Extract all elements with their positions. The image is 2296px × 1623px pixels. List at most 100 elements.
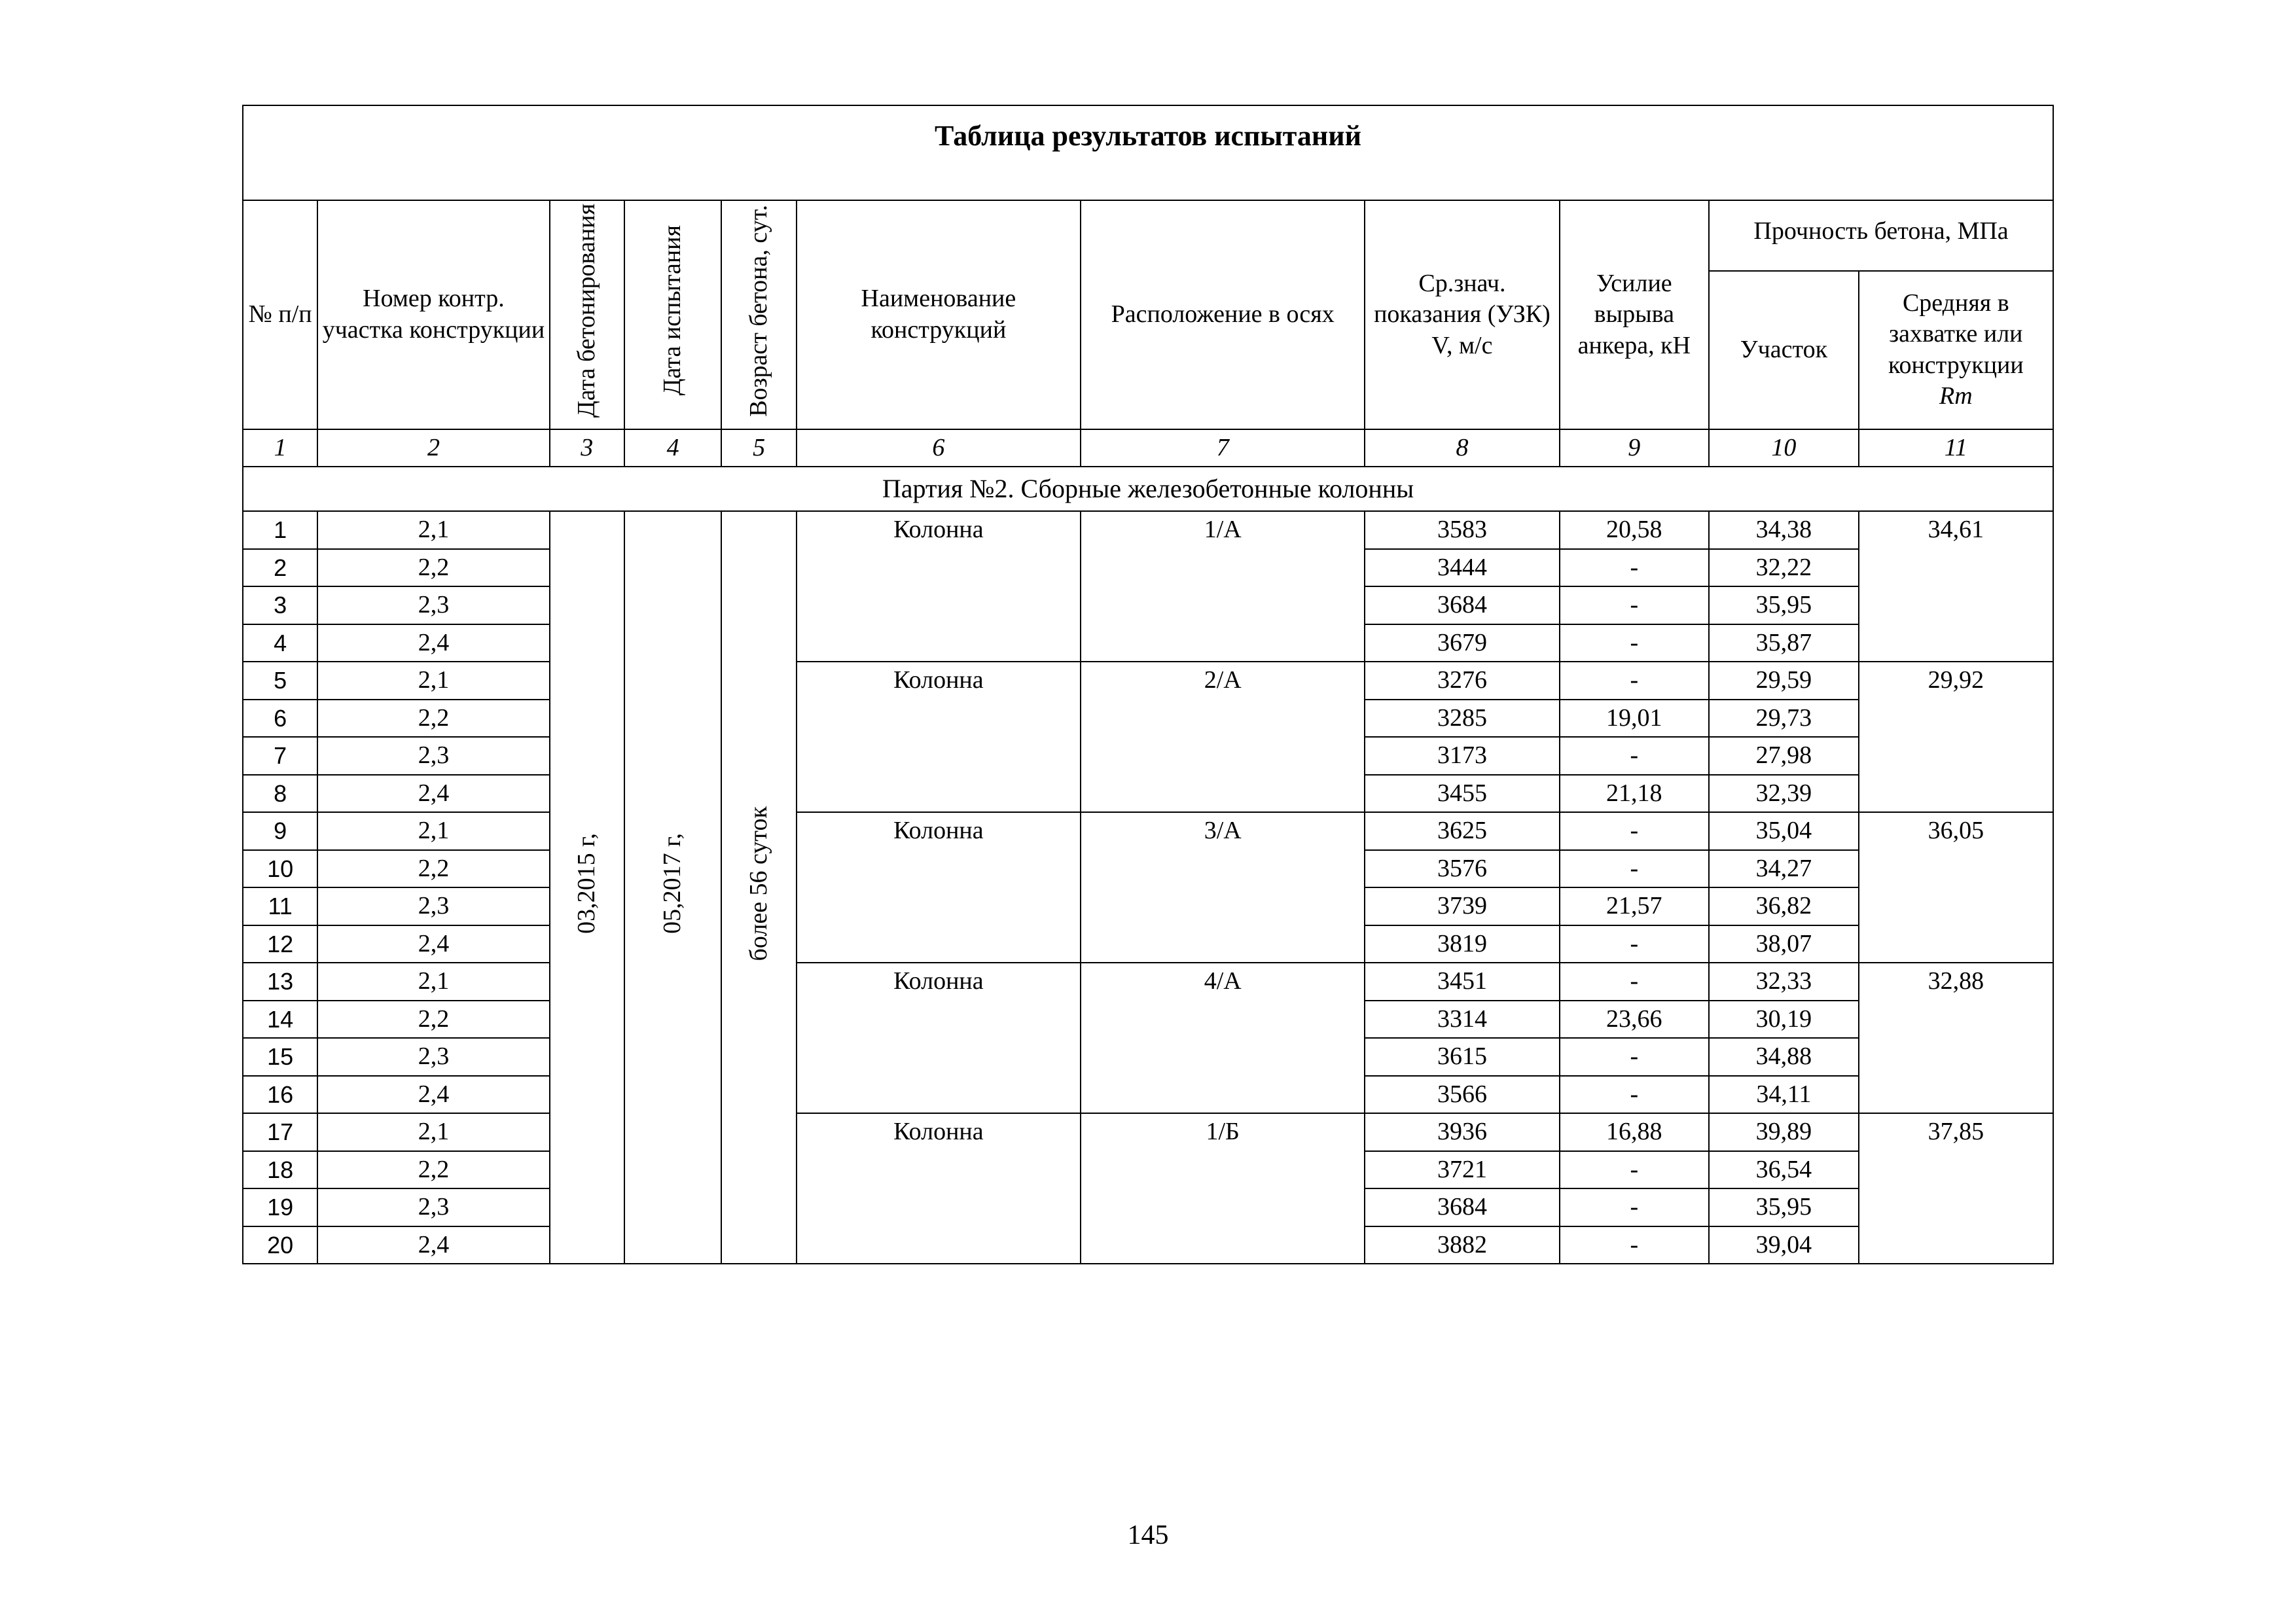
anchor-force: - (1560, 586, 1710, 624)
row-index: 6 (243, 700, 317, 738)
colnum-4: 4 (624, 429, 722, 467)
row-section-number: 2,1 (317, 662, 549, 700)
row-section-number: 2,4 (317, 775, 549, 813)
axis-location: 2/А (1081, 662, 1365, 812)
row-section-number: 2,2 (317, 1001, 549, 1039)
row-index: 18 (243, 1151, 317, 1189)
row-section-number: 2,4 (317, 1076, 549, 1114)
axis-location: 4/А (1081, 963, 1365, 1113)
row-section-number: 2,1 (317, 1113, 549, 1151)
anchor-force: - (1560, 1151, 1710, 1189)
colnum-10: 10 (1709, 429, 1859, 467)
anchor-force: 16,88 (1560, 1113, 1710, 1151)
strength-section: 32,33 (1709, 963, 1859, 1001)
concrete-age: более 56 суток (721, 511, 796, 1264)
strength-section: 35,04 (1709, 812, 1859, 850)
section-title: Партия №2. Сборные железобетонные колонн… (243, 467, 2053, 511)
row-section-number: 2,1 (317, 812, 549, 850)
row-section-number: 2,3 (317, 586, 549, 624)
header-row-1: № п/п Номер контр. участка конструкции Д… (243, 200, 2053, 271)
anchor-force: - (1560, 1038, 1710, 1076)
page-number: 145 (0, 1520, 2296, 1551)
column-numbers-row: 1 2 3 4 5 6 7 8 9 10 11 (243, 429, 2053, 467)
strength-section: 35,87 (1709, 624, 1859, 662)
strength-section: 32,22 (1709, 549, 1859, 587)
row-section-number: 2,3 (317, 737, 549, 775)
col-header-5-text: Возраст бетона, сут. (744, 205, 775, 417)
row-section-number: 2,2 (317, 700, 549, 738)
strength-section: 38,07 (1709, 925, 1859, 963)
table-row: 52,1Колонна2/А3276-29,5929,92 (243, 662, 2053, 700)
table-row: 132,1Колонна4/А3451-32,3332,88 (243, 963, 2053, 1001)
anchor-force: - (1560, 737, 1710, 775)
strength-section: 35,95 (1709, 586, 1859, 624)
anchor-force: 20,58 (1560, 511, 1710, 549)
table-row: 172,1Колонна1/Б393616,8839,8937,85 (243, 1113, 2053, 1151)
table-title-row: Таблица результатов испытаний (243, 105, 2053, 200)
row-section-number: 2,4 (317, 624, 549, 662)
strength-section: 34,38 (1709, 511, 1859, 549)
row-index: 1 (243, 511, 317, 549)
uzk-value: 3679 (1365, 624, 1559, 662)
row-section-number: 2,2 (317, 850, 549, 888)
uzk-value: 3615 (1365, 1038, 1559, 1076)
uzk-value: 3576 (1365, 850, 1559, 888)
anchor-force: - (1560, 1076, 1710, 1114)
row-index: 2 (243, 549, 317, 587)
col-header-7: Расположение в осях (1081, 200, 1365, 429)
anchor-force: 21,18 (1560, 775, 1710, 813)
colnum-7: 7 (1081, 429, 1365, 467)
row-index: 20 (243, 1226, 317, 1264)
col-header-9: Усилие вырыва анкера, кН (1560, 200, 1710, 429)
colnum-1: 1 (243, 429, 317, 467)
uzk-value: 3819 (1365, 925, 1559, 963)
strength-section: 29,73 (1709, 700, 1859, 738)
col-header-11: Средняя в захватке или конструкции Rm (1859, 271, 2053, 429)
results-table: Таблица результатов испытаний № п/п Номе… (242, 105, 2054, 1264)
row-section-number: 2,4 (317, 1226, 549, 1264)
row-index: 4 (243, 624, 317, 662)
construction-name: Колонна (797, 511, 1081, 662)
strength-section: 30,19 (1709, 1001, 1859, 1039)
row-index: 14 (243, 1001, 317, 1039)
strength-section: 39,04 (1709, 1226, 1859, 1264)
uzk-value: 3739 (1365, 887, 1559, 925)
strength-average: 32,88 (1859, 963, 2053, 1113)
colnum-2: 2 (317, 429, 549, 467)
colnum-3: 3 (550, 429, 624, 467)
strength-average: 37,85 (1859, 1113, 2053, 1264)
row-section-number: 2,3 (317, 1188, 549, 1226)
anchor-force: - (1560, 662, 1710, 700)
strength-average: 34,61 (1859, 511, 2053, 662)
anchor-force: - (1560, 812, 1710, 850)
anchor-force: - (1560, 1226, 1710, 1264)
col-header-11-a: Средняя в захватке или конструкции (1888, 289, 2024, 379)
anchor-force: - (1560, 624, 1710, 662)
row-index: 5 (243, 662, 317, 700)
row-section-number: 2,3 (317, 887, 549, 925)
strength-section: 36,82 (1709, 887, 1859, 925)
construction-name: Колонна (797, 1113, 1081, 1264)
uzk-value: 3625 (1365, 812, 1559, 850)
uzk-value: 3444 (1365, 549, 1559, 587)
section-row: Партия №2. Сборные железобетонные колонн… (243, 467, 2053, 511)
col-header-10-group: Прочность бетона, МПа (1709, 200, 2053, 271)
table-row: 12,103,2015 г,05,2017 г,более 56 сутокКо… (243, 511, 2053, 549)
col-header-4: Дата испытания (624, 200, 722, 429)
axis-location: 3/А (1081, 812, 1365, 963)
uzk-value: 3684 (1365, 1188, 1559, 1226)
uzk-value: 3583 (1365, 511, 1559, 549)
col-header-8: Ср.знач. показания (УЗК) V, м/с (1365, 200, 1559, 429)
anchor-force: 23,66 (1560, 1001, 1710, 1039)
col-header-11-b: Rm (1939, 382, 1973, 410)
row-index: 13 (243, 963, 317, 1001)
strength-section: 34,27 (1709, 850, 1859, 888)
construction-name: Колонна (797, 963, 1081, 1113)
colnum-8: 8 (1365, 429, 1559, 467)
colnum-5: 5 (721, 429, 796, 467)
uzk-value: 3314 (1365, 1001, 1559, 1039)
row-index: 7 (243, 737, 317, 775)
anchor-force: - (1560, 549, 1710, 587)
strength-section: 29,59 (1709, 662, 1859, 700)
colnum-11: 11 (1859, 429, 2053, 467)
